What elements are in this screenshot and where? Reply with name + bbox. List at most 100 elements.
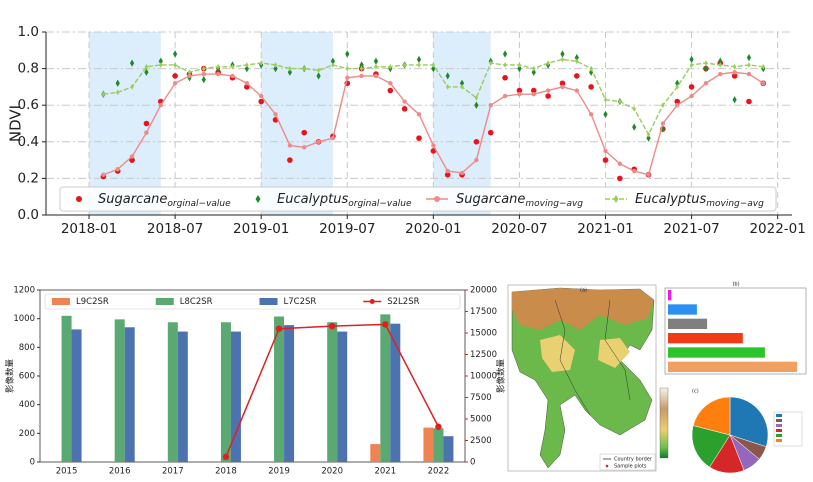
y2-axis-label: 影像数量 — [496, 359, 507, 394]
point — [435, 423, 442, 430]
bar — [668, 304, 697, 315]
bar — [284, 325, 295, 462]
point — [301, 129, 308, 136]
point — [761, 63, 765, 70]
point — [532, 65, 536, 72]
point — [144, 68, 149, 76]
point — [445, 72, 450, 80]
point — [244, 84, 250, 90]
point — [502, 74, 508, 81]
point — [675, 103, 680, 108]
bar — [327, 322, 338, 462]
point — [761, 81, 766, 86]
y-tick-label: 600 — [19, 372, 35, 382]
bar — [61, 315, 72, 462]
bar — [668, 333, 743, 344]
point — [245, 62, 249, 68]
point — [172, 73, 178, 79]
plot-frame — [664, 287, 807, 375]
point — [388, 81, 393, 86]
y-tick-label: 1.0 — [18, 24, 39, 40]
x-tick-label: 2021-01 — [577, 221, 633, 237]
y2-tick-label: 2500 — [470, 436, 492, 446]
point — [373, 73, 379, 79]
point — [661, 102, 665, 109]
legend-subscript: moving−avg — [706, 199, 764, 209]
point — [474, 157, 479, 163]
bar — [337, 331, 348, 462]
point — [660, 125, 665, 133]
point — [689, 55, 694, 64]
point — [359, 73, 364, 79]
x-tick-label: 2020-07 — [491, 221, 547, 237]
x-tick-label: 2019-07 — [319, 221, 375, 237]
point — [129, 157, 135, 163]
point — [374, 63, 378, 70]
legend-patch — [776, 424, 782, 427]
point — [660, 121, 666, 126]
bar — [668, 290, 672, 301]
point — [316, 72, 321, 80]
y-tick-label: 400 — [19, 400, 35, 410]
bar — [177, 331, 188, 462]
y2-tick-label: 20000 — [470, 286, 497, 296]
bar — [220, 322, 231, 462]
y-tick-label: 1200 — [13, 286, 35, 296]
y-tick-label: 0.6 — [18, 97, 39, 113]
point — [517, 92, 522, 97]
point — [359, 61, 364, 69]
point — [287, 68, 292, 76]
point — [129, 154, 135, 159]
x-tick-label: 2019-01 — [233, 221, 289, 237]
chart-title: (b) — [732, 282, 739, 288]
point — [345, 65, 349, 72]
point — [618, 98, 622, 105]
point — [416, 135, 422, 141]
point — [101, 172, 106, 177]
y-axis-label: 影像数量 — [5, 359, 16, 394]
point — [230, 73, 235, 79]
map-colorbar — [659, 387, 669, 459]
x-tick-label: 2022-01 — [749, 221, 805, 237]
y-tick-label: 0.2 — [18, 170, 39, 186]
point — [431, 143, 436, 148]
point — [275, 325, 283, 332]
legend-label: L7C2SR — [284, 297, 317, 307]
legend-box — [44, 293, 461, 310]
legend-subscript: orginal−value — [167, 199, 231, 209]
y2-tick-label: 17500 — [470, 307, 497, 317]
bar — [390, 323, 401, 462]
point — [603, 96, 608, 103]
point — [646, 172, 651, 177]
legend-label: Sugarcaneorginal−value — [98, 192, 231, 209]
point — [144, 63, 149, 70]
point — [258, 98, 264, 105]
point — [330, 135, 336, 141]
point — [732, 70, 737, 75]
point — [202, 65, 206, 72]
x-tick-label: 2016 — [109, 467, 131, 477]
point — [575, 58, 579, 65]
point — [316, 67, 321, 74]
point — [259, 60, 263, 66]
legend-subscript: moving−avg — [525, 199, 583, 209]
bar — [668, 347, 765, 358]
point — [101, 91, 106, 98]
point — [646, 131, 651, 138]
point — [517, 64, 522, 73]
legend-label: S2L2SR — [387, 297, 419, 307]
point — [215, 71, 221, 77]
point — [345, 50, 350, 58]
point — [560, 50, 565, 58]
map-title: (a) — [580, 288, 587, 294]
map-legend-box — [599, 453, 656, 471]
bar — [668, 361, 798, 372]
legend-label: Eucalyptusmoving−avg — [635, 192, 764, 209]
point — [173, 62, 177, 68]
legend-patch — [259, 298, 278, 305]
point — [417, 62, 421, 68]
point — [159, 62, 163, 68]
legend-name: Eucalyptus — [277, 192, 348, 207]
point — [446, 84, 450, 90]
